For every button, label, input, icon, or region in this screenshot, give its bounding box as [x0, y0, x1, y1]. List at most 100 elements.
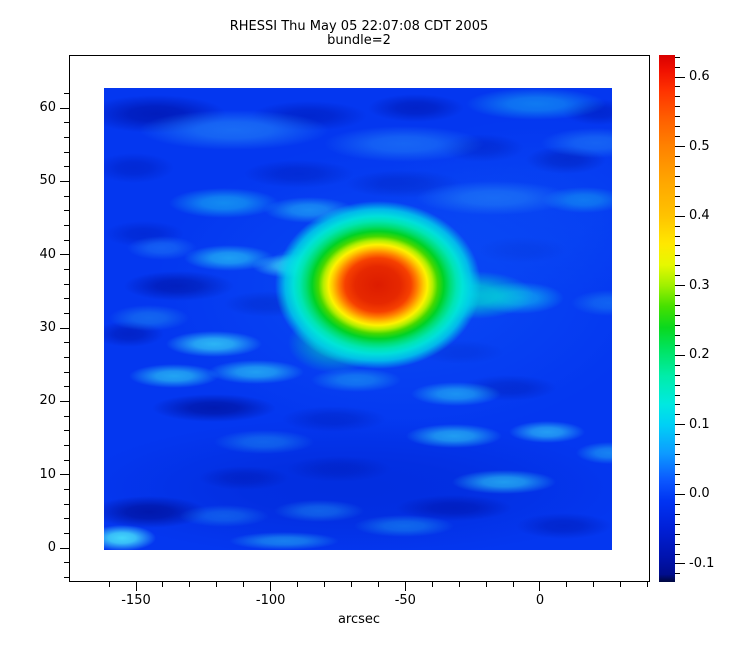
x-axis-tick-label: -50	[394, 593, 416, 608]
y-axis-major-tick	[60, 400, 69, 402]
colorbar-minor-tick	[675, 245, 680, 247]
colorbar-major-tick	[675, 354, 685, 356]
colorbar-minor-tick	[675, 175, 680, 177]
y-axis-minor-tick	[64, 210, 69, 212]
colorbar-minor-tick	[675, 265, 680, 267]
colorbar-tick-label: 0.6	[689, 69, 710, 84]
x-axis-minor-tick	[216, 582, 218, 587]
x-axis-major-tick	[135, 582, 137, 591]
x-axis-minor-tick	[108, 582, 110, 587]
plot-frame	[69, 55, 650, 582]
y-axis-tick-label: 40	[39, 246, 56, 262]
colorbar-minor-tick	[675, 364, 680, 366]
y-axis-minor-tick	[64, 576, 69, 578]
y-axis-minor-tick	[64, 312, 69, 314]
y-axis-minor-tick	[64, 92, 69, 94]
y-axis-minor-tick	[64, 459, 69, 461]
colorbar-minor-tick	[675, 156, 680, 157]
colorbar-major-tick	[675, 215, 685, 217]
colorbar-minor-tick	[675, 513, 680, 515]
heatmap-image	[104, 88, 612, 550]
y-axis-tick-label: 50	[39, 173, 56, 189]
colorbar-major-tick	[675, 146, 685, 148]
colorbar-tick-label: 0.0	[689, 486, 710, 502]
colorbar-minor-tick	[675, 315, 680, 317]
colorbar-tick-label: 0.2	[689, 347, 710, 363]
x-axis-minor-tick	[350, 582, 352, 587]
x-axis-minor-tick	[189, 582, 191, 587]
y-axis-minor-tick	[64, 562, 69, 564]
colorbar-tick-label: 0.1	[689, 416, 710, 432]
x-axis-tick-label: -150	[121, 593, 151, 608]
colorbar-minor-tick	[675, 444, 680, 446]
y-axis-tick-label: 60	[39, 100, 56, 115]
colorbar-minor-tick	[675, 384, 680, 386]
y-axis-minor-tick	[64, 342, 69, 344]
colorbar-minor-tick	[675, 305, 680, 307]
y-axis-minor-tick	[64, 283, 69, 285]
x-axis-tick-label: 0	[535, 593, 545, 608]
colorbar-tick-label: 0.4	[689, 208, 710, 224]
y-axis-minor-tick	[64, 415, 69, 417]
x-axis-tick-label: -100	[255, 593, 286, 608]
x-axis-minor-tick	[324, 582, 326, 587]
x-axis-minor-tick	[431, 582, 433, 587]
colorbar-minor-tick	[675, 275, 680, 277]
colorbar-tick-label: -0.1	[689, 555, 715, 571]
figure-subtitle: bundle=2	[327, 33, 391, 48]
y-axis-minor-tick	[64, 386, 69, 388]
x-axis-label: arcsec	[337, 612, 381, 627]
colorbar-major-tick	[675, 424, 685, 426]
colorbar-minor-tick	[675, 126, 680, 128]
y-axis-major-tick	[60, 474, 69, 476]
y-axis-minor-tick	[64, 136, 69, 138]
colorbar-minor-tick	[675, 434, 680, 436]
y-axis-major-tick	[60, 547, 69, 549]
colorbar-minor-tick	[675, 573, 680, 575]
y-axis-minor-tick	[64, 268, 69, 270]
y-axis-minor-tick	[64, 224, 69, 226]
colorbar-minor-tick	[675, 543, 680, 545]
colorbar-minor-tick	[675, 404, 680, 406]
colorbar-minor-tick	[675, 464, 680, 466]
y-axis-minor-tick	[64, 488, 69, 490]
colorbar-minor-tick	[675, 116, 680, 118]
colorbar-minor-tick	[675, 454, 680, 456]
colorbar-major-tick	[675, 493, 685, 495]
x-axis-minor-tick	[647, 582, 649, 587]
colorbar-minor-tick	[675, 185, 680, 187]
y-axis-minor-tick	[64, 371, 69, 373]
colorbar-minor-tick	[675, 205, 680, 207]
colorbar-minor-tick	[675, 474, 680, 476]
x-axis-minor-tick	[485, 582, 487, 587]
y-axis-tick-label: 10	[39, 466, 56, 482]
figure-title: RHESSI Thu May 05 22:07:08 CDT 2005	[229, 19, 489, 34]
y-axis-minor-tick	[64, 166, 69, 168]
colorbar-minor-tick	[675, 235, 680, 237]
y-axis-major-tick	[60, 327, 69, 329]
colorbar-minor-tick	[675, 86, 680, 88]
colorbar-major-tick	[675, 285, 685, 287]
colorbar-minor-tick	[675, 414, 680, 416]
colorbar-minor-tick	[675, 225, 680, 227]
colorbar-minor-tick	[675, 374, 680, 376]
x-axis-major-tick	[539, 582, 541, 591]
x-axis-minor-tick	[377, 582, 379, 587]
y-axis-minor-tick	[64, 444, 69, 446]
colorbar-tick-label: 0.3	[689, 277, 710, 293]
colorbar-minor-tick	[675, 334, 680, 336]
colorbar-minor-tick	[675, 66, 680, 68]
colorbar-minor-tick	[675, 255, 680, 257]
y-axis-minor-tick	[64, 430, 69, 432]
colorbar-minor-tick	[675, 136, 680, 138]
colorbar-minor-tick	[675, 295, 680, 297]
y-axis-minor-tick	[64, 151, 69, 153]
y-axis-minor-tick	[64, 239, 69, 241]
y-axis-minor-tick	[64, 122, 69, 124]
colorbar-minor-tick	[675, 195, 680, 197]
x-axis-minor-tick	[297, 582, 299, 587]
colorbar-minor-tick	[675, 96, 680, 98]
x-axis-minor-tick	[162, 582, 164, 587]
colorbar-minor-tick	[675, 553, 680, 555]
